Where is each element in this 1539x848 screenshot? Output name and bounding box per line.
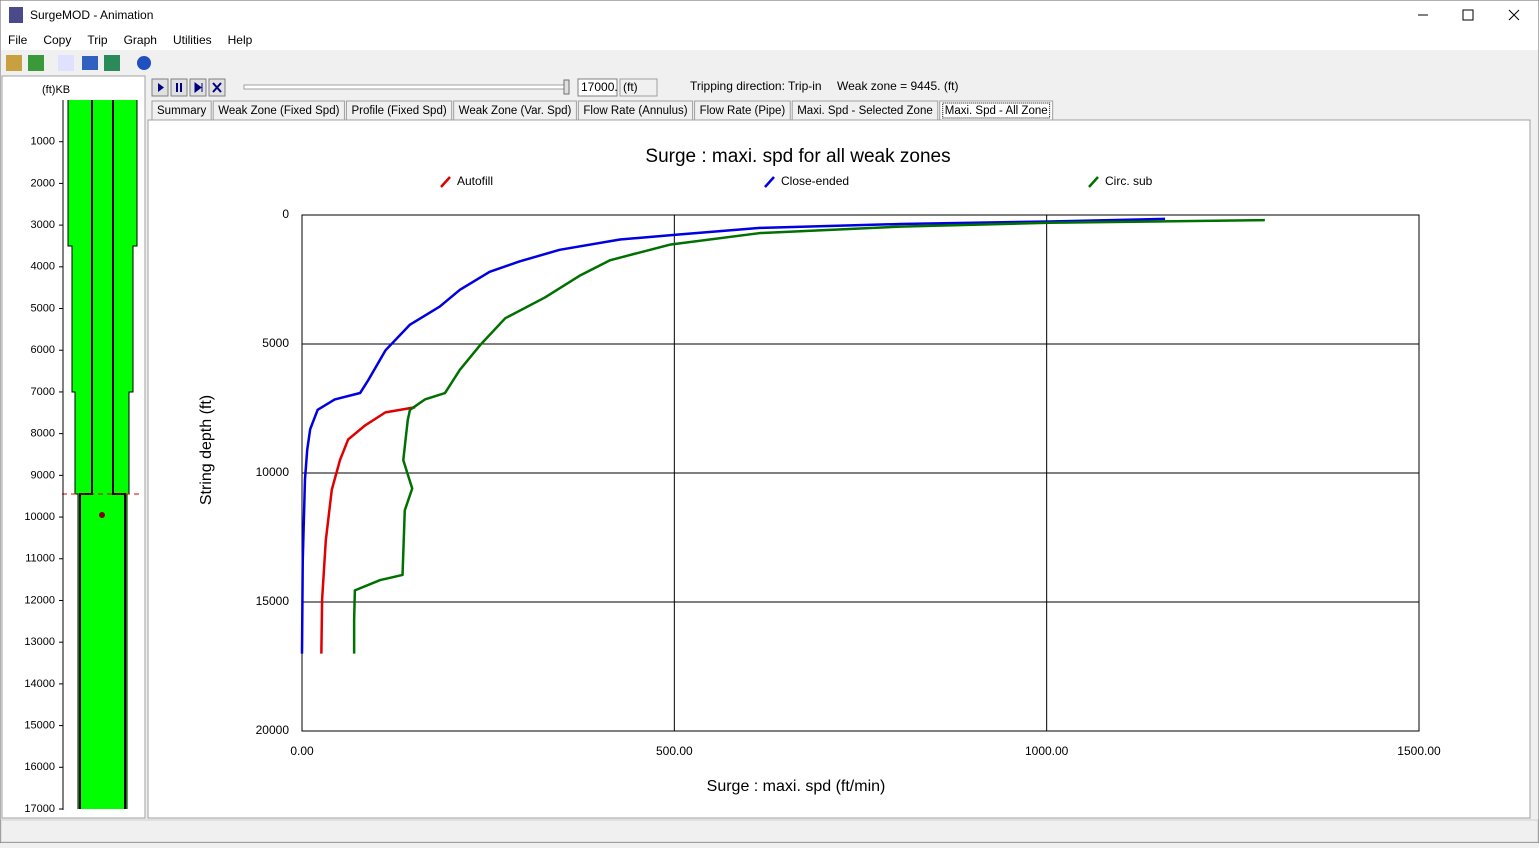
pause-button[interactable] <box>170 78 188 97</box>
x-tick-label: 1500.00 <box>1397 744 1441 758</box>
menu-bar <box>1 30 1538 50</box>
bit-position <box>99 512 105 518</box>
depth-slider[interactable] <box>243 84 565 90</box>
menu-item[interactable]: Utilities <box>173 33 212 47</box>
tool-icon[interactable] <box>104 55 120 71</box>
menu-item[interactable]: Help <box>228 33 253 47</box>
series-line <box>352 218 1265 654</box>
tool-icon[interactable] <box>82 56 98 70</box>
toolbar <box>6 55 151 71</box>
tab-label: Weak Zone (Fixed Spd) <box>218 105 339 117</box>
menu-item[interactable]: File <box>8 33 28 47</box>
window-title: SurgeMOD - Animation <box>30 8 153 22</box>
depth-tick-label: 1000 <box>31 136 55 148</box>
depth-tick-label: 14000 <box>24 678 55 690</box>
series-line <box>300 217 1166 654</box>
tab-bar: Summary Weak Zone (Fixed Spd) Profile (Fix… <box>151 100 1054 121</box>
depth-tick-label: 16000 <box>24 761 55 773</box>
help-icon[interactable] <box>137 56 151 70</box>
depth-tick-label: 6000 <box>31 344 55 356</box>
depth-unit-label: (ft)KB <box>42 84 70 96</box>
stop-icon <box>212 82 222 93</box>
maximize-button[interactable] <box>1462 9 1474 21</box>
series-line <box>320 405 416 654</box>
depth-unit: (ft) <box>623 80 638 94</box>
legend-swatch <box>1088 176 1099 188</box>
close-button[interactable] <box>1508 9 1520 21</box>
depth-tick-label: 12000 <box>24 594 55 606</box>
y-tick-label: 10000 <box>256 465 290 479</box>
y-tick-label: 15000 <box>256 594 290 608</box>
play-icon <box>158 83 164 92</box>
tool-icon[interactable] <box>28 55 44 71</box>
y-tick-label: 5000 <box>262 336 289 350</box>
chart: 0.00 500.00 1000.00 1500.00 0 5000 10000 15000 2… <box>256 174 1441 758</box>
depth-tick-label: 11000 <box>25 553 55 565</box>
app-icon <box>9 7 23 23</box>
x-axis-title: Surge : maxi. spd (ft/min) <box>707 778 886 795</box>
chart-title: Surge : maxi. spd for all weak zones <box>645 146 950 167</box>
depth-field[interactable] <box>577 78 618 97</box>
legend-swatch <box>764 176 775 188</box>
legend-swatch <box>440 176 451 188</box>
depth-tick-label: 5000 <box>31 302 55 314</box>
depth-tick-label: 2000 <box>31 177 55 189</box>
status-bar <box>0 819 1539 843</box>
depth-tick-label: 9000 <box>31 469 55 481</box>
annulus <box>68 100 137 809</box>
x-tick-label: 500.00 <box>656 744 693 758</box>
menu-item[interactable]: Graph <box>124 33 157 47</box>
depth-tick-label: 8000 <box>31 428 55 440</box>
y-axis-title: String depth (ft) <box>198 395 215 505</box>
depth-value: 17000. <box>581 80 618 94</box>
y-tick-label: 20000 <box>256 723 290 737</box>
depth-tick-label: 15000 <box>24 719 55 731</box>
tripping-direction: Tripping direction: Trip-in <box>690 79 822 93</box>
depth-tick-label: 13000 <box>24 636 55 648</box>
step-icon <box>194 82 203 93</box>
legend-label: Circ. sub <box>1105 174 1153 188</box>
pause-icon <box>176 83 182 92</box>
tab-label: Flow Rate (Pipe) <box>700 105 786 117</box>
depth-tick-label: 4000 <box>31 261 55 273</box>
tab-label: Flow Rate (Annulus) <box>583 105 687 117</box>
tab-label: Weak Zone (Var. Spd) <box>459 105 572 117</box>
tool-icon[interactable] <box>6 55 22 71</box>
y-tick-label: 0 <box>282 207 289 221</box>
tab-label: Maxi. Spd - Selected Zone <box>797 105 933 117</box>
tab-label: Maxi. Spd - All Zone <box>945 105 1048 117</box>
menu: File Copy Trip Graph Utilities Help <box>8 33 253 47</box>
depth-tick-label: 3000 <box>31 219 55 231</box>
weak-zone-depth: Weak zone = 9445. (ft) <box>837 79 959 93</box>
unit-field <box>619 78 658 97</box>
depth-tick-label: 10000 <box>24 511 55 523</box>
legend-label: Autofill <box>457 174 493 188</box>
menu-item[interactable]: Trip <box>87 33 108 47</box>
x-tick-label: 0.00 <box>290 744 314 758</box>
tab-label: Profile (Fixed Spd) <box>351 105 446 117</box>
tool-icon[interactable] <box>58 55 74 71</box>
playback-controls: 17000. (ft) Tripping direction: Trip-in … <box>151 78 959 97</box>
menu-item[interactable]: Copy <box>43 33 71 47</box>
tab-label: Summary <box>157 105 206 117</box>
tab-focus <box>942 102 1051 119</box>
depth-tick-label: 17000 <box>24 803 55 815</box>
wellbore: (ft)KB 1000 2000 3000 4000 5000 6000 7000 8000 90… <box>24 84 143 815</box>
x-tick-label: 1000.00 <box>1025 744 1069 758</box>
legend-label: Close-ended <box>781 174 849 188</box>
depth-tick-label: 7000 <box>31 386 55 398</box>
slider-thumb[interactable] <box>563 79 570 95</box>
title-bar <box>1 1 1538 30</box>
